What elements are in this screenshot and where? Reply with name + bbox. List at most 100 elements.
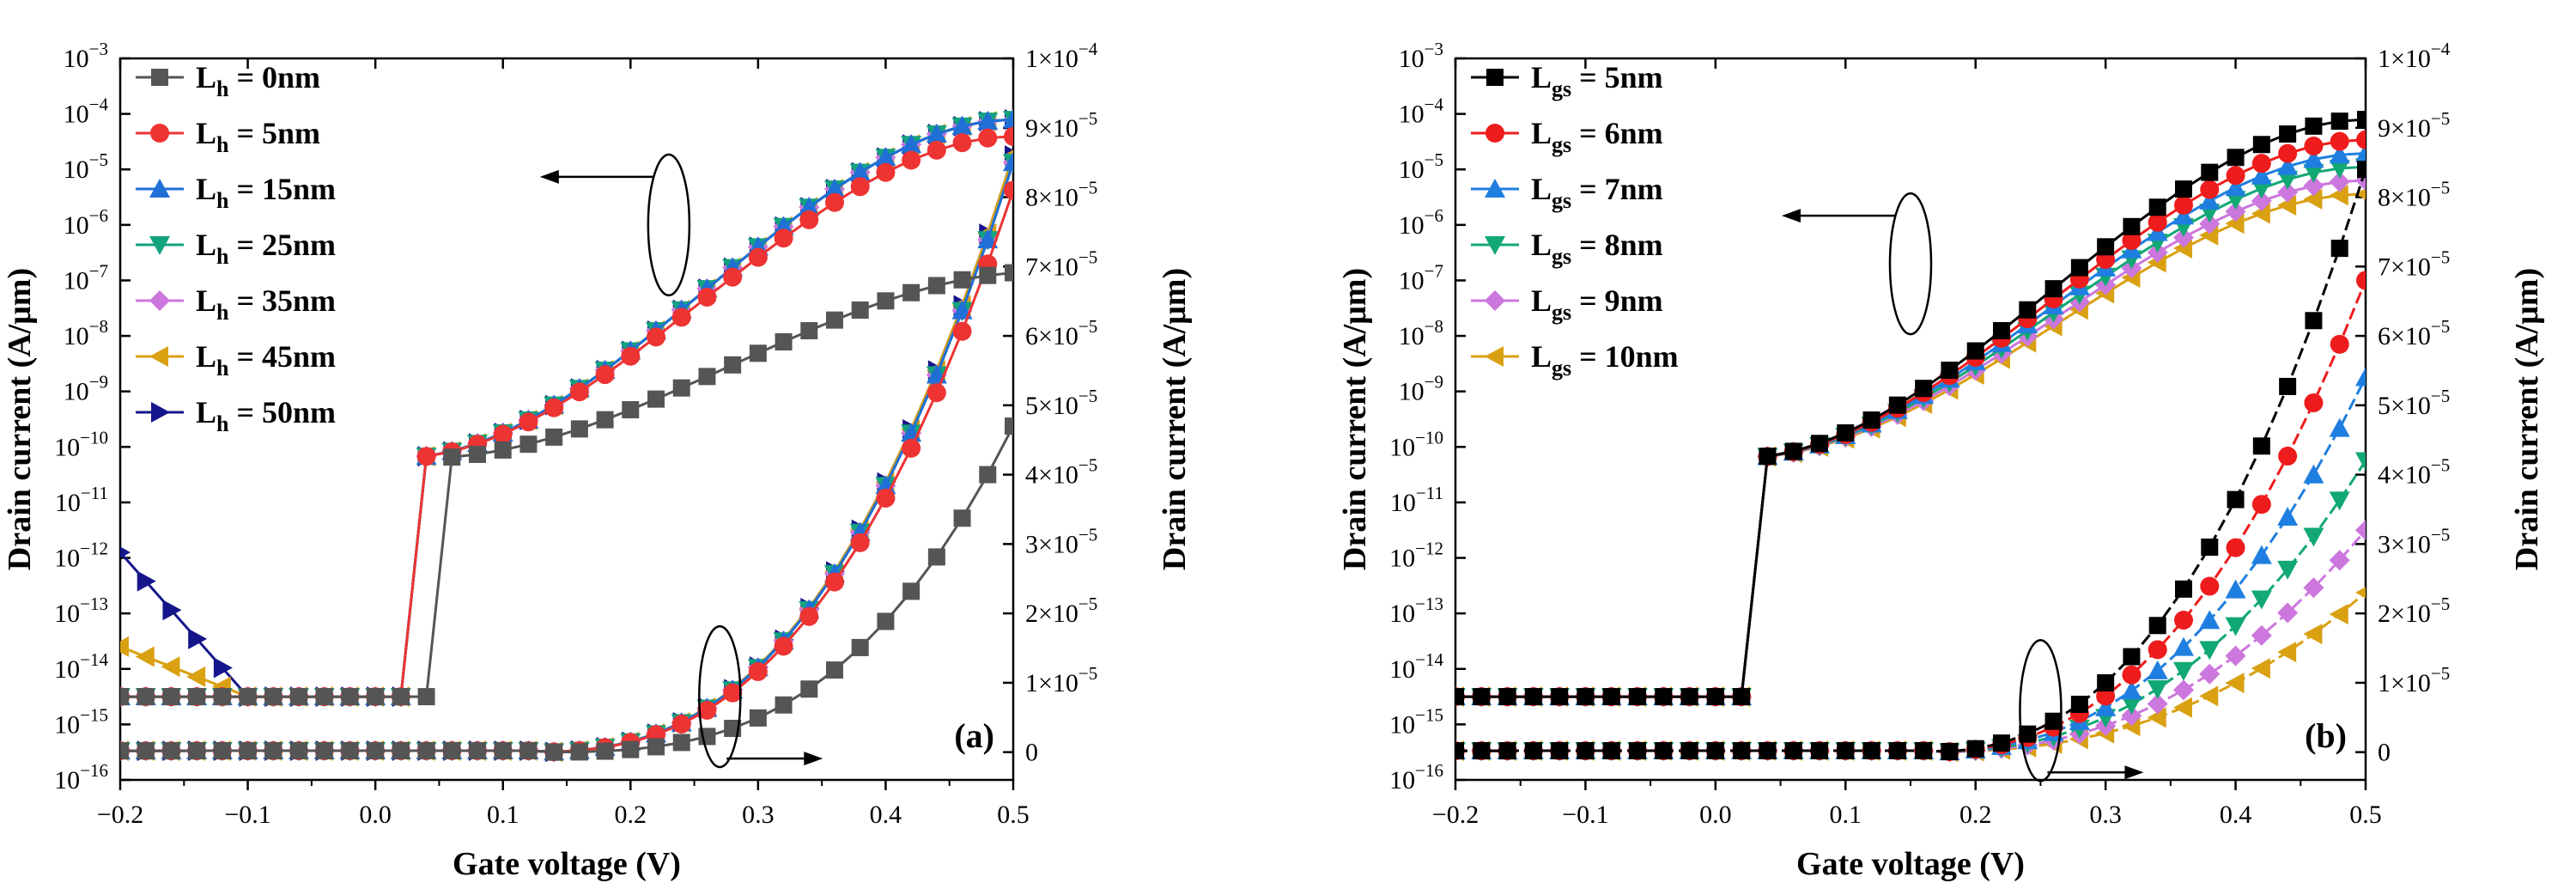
legend-item: Lh = 0nm: [136, 60, 320, 101]
y-right-tick-label: 1×10−5: [2378, 663, 2450, 697]
log-data-point: [1784, 442, 1802, 460]
log-data-point: [723, 267, 743, 287]
y-right-tick-label: 1×10−5: [1025, 663, 1097, 697]
y-left-tick-label: 10−16: [54, 760, 108, 795]
log-data-point: [135, 646, 155, 667]
linear-data-point: [443, 741, 461, 759]
y-left-tick-label: 10−13: [1389, 594, 1443, 628]
linear-data-point: [2148, 640, 2167, 660]
linear-data-point: [1993, 734, 2010, 752]
linear-data-point: [2070, 695, 2088, 713]
series-h0nm: [120, 264, 1013, 761]
legend-label: Lgs = 10nm: [1531, 339, 1679, 381]
series-h35nm: [120, 109, 1013, 763]
log-data-point: [2279, 125, 2297, 143]
linear-data-point: [2173, 697, 2192, 718]
log-data-point: [621, 346, 641, 366]
log-data-point: [2175, 180, 2192, 198]
panel-label: (a): [954, 716, 994, 755]
linear-data-point: [417, 741, 435, 759]
linear-data-point: [2174, 610, 2193, 630]
y-left-tick-label: 10−6: [1399, 205, 1443, 240]
log-data-point: [2199, 213, 2221, 234]
log-data-point: [443, 448, 461, 466]
log-data-point: [2201, 163, 2219, 181]
log-data-point: [876, 162, 896, 182]
arrow-left-icon: [539, 169, 559, 184]
annotation-ellipse: [1888, 192, 1933, 336]
log-data-point: [749, 344, 767, 362]
y-right-tick-label: 9×10−5: [1025, 108, 1097, 143]
legend-label: Lgs = 6nm: [1531, 116, 1663, 157]
linear-data-point: [979, 466, 997, 484]
x-tick-label: −0.1: [1562, 801, 1608, 829]
legend-marker: [1485, 124, 1504, 143]
linear-data-point: [2173, 636, 2194, 656]
log-data-point: [1005, 264, 1013, 282]
legend-label: Lh = 5nm: [196, 116, 320, 157]
legend-marker: [1485, 236, 1505, 255]
log-data-point: [774, 228, 793, 248]
log-data-point: [2357, 111, 2366, 129]
x-tick-label: 0.5: [997, 801, 1030, 829]
linear-data-point: [1003, 152, 1013, 172]
y-left-tick-label: 10−7: [64, 260, 108, 295]
log-data-point: [927, 140, 946, 160]
legend-marker: [150, 124, 169, 143]
y-left-tick-label: 10−9: [64, 372, 108, 406]
linear-data-point: [2147, 707, 2166, 728]
linear-data-point: [2147, 660, 2168, 679]
x-tick-label: 0.4: [870, 801, 902, 829]
linear-data-point: [1551, 742, 1569, 760]
log-data-point: [850, 177, 870, 197]
log-data-point: [264, 688, 283, 706]
linear-data-point: [2175, 580, 2192, 598]
log-data-point: [162, 688, 180, 706]
log-data-point: [137, 688, 155, 706]
y-left-tick-label: 10−11: [55, 483, 108, 517]
y-left-tick-label: 10−4: [1399, 94, 1444, 129]
linear-data-point: [1498, 742, 1516, 760]
log-data-point: [2123, 217, 2141, 235]
linear-data-point: [749, 709, 767, 727]
legend-marker: [1485, 290, 1505, 311]
linear-data-point: [851, 638, 869, 656]
legend-marker: [1486, 69, 1504, 86]
log-data-point: [239, 688, 257, 706]
y-left-tick-label: 10−10: [1389, 427, 1443, 461]
linear-data-point: [2147, 693, 2168, 715]
log-data-point: [799, 197, 820, 216]
log-data-point: [671, 307, 691, 327]
series-h15nm: [120, 109, 1013, 761]
y-right-tick-label: 7×10−5: [2378, 247, 2450, 281]
legend-label: Lgs = 5nm: [1531, 60, 1663, 101]
linear-data-point: [2173, 661, 2194, 681]
log-data-point: [2251, 203, 2270, 224]
legend-item: Lgs = 10nm: [1471, 339, 1679, 381]
y-left-tick-label: 10−5: [1399, 149, 1443, 184]
arrow-left-icon: [1782, 209, 1801, 223]
log-data-point: [2303, 188, 2323, 210]
log-data-point: [951, 115, 973, 135]
log-data-point: [367, 688, 385, 706]
legend-marker: [149, 346, 168, 367]
log-data-point: [595, 365, 615, 385]
linear-data-point: [800, 680, 818, 698]
log-data-point: [544, 398, 564, 417]
series-gs10nm: [1455, 185, 2366, 763]
linear-data-point: [2225, 645, 2246, 667]
linear-data-point: [469, 741, 486, 759]
log-data-point: [877, 292, 895, 310]
log-data-point: [622, 401, 640, 419]
linear-data-point: [877, 612, 895, 630]
y-right-tick-label: 0: [1025, 739, 1038, 767]
x-tick-label: 0.4: [2220, 801, 2252, 829]
linear-data-point: [239, 742, 257, 760]
linear-data-point: [1455, 742, 1464, 760]
linear-data-point: [2148, 617, 2166, 635]
linear-data-point: [1680, 742, 1698, 760]
log-data-point: [2329, 159, 2350, 179]
linear-data-point: [2227, 490, 2245, 508]
series-h25nm: [120, 111, 1013, 763]
y-left-tick-label: 10−14: [54, 649, 108, 684]
